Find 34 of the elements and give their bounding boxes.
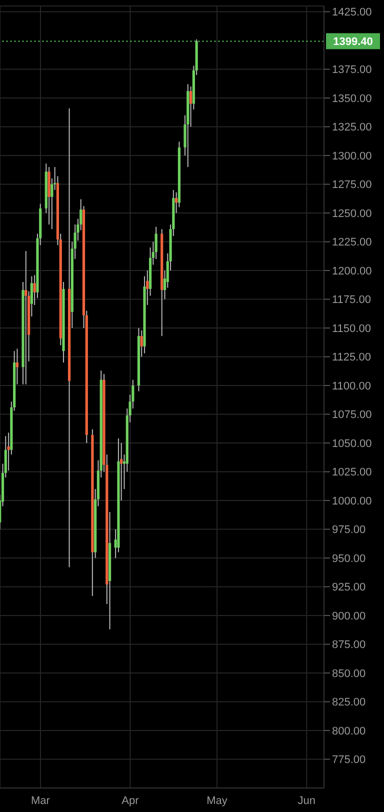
y-tick-label: 925.00 [332,582,366,594]
candlestick [24,250,28,385]
y-tick-label: 1325.00 [332,122,372,134]
y-tick-label: 1100.00 [332,380,371,392]
x-tick-label: Mar [31,794,50,807]
y-tick-label: 1375.00 [332,64,372,76]
y-tick-label: 1050.00 [332,438,372,450]
y-tick-label: 825.00 [332,696,366,709]
y-tick-label: 1425.00 [332,6,372,19]
y-tick-label: 1025.00 [332,466,372,479]
y-tick-label: 1350.00 [332,92,372,105]
y-tick-label: 950.00 [332,552,366,565]
y-tick-label: 1150.00 [332,322,371,335]
y-tick-label: 1275.00 [332,179,372,192]
candlestick [140,330,143,358]
y-tick-label: 975.00 [332,524,366,536]
y-tick-label: 1225.00 [332,236,372,249]
y-tick-label: 850.00 [332,668,366,680]
x-tick-label: May [206,794,228,807]
y-tick-label: 800.00 [332,725,366,738]
y-tick-label: 775.00 [332,754,366,766]
y-tick-label: 1175.00 [332,294,371,306]
x-tick-label: Apr [122,794,140,807]
y-tick-label: 875.00 [332,639,366,652]
candlestick [33,274,36,306]
y-tick-label: 1250.00 [332,208,372,220]
y-tick-label: 1075.00 [332,409,372,422]
y-tick-label: 1000.00 [332,495,372,508]
y-tick-label: 900.00 [332,610,366,622]
y-tick-label: 1200.00 [332,265,372,278]
y-tick-label: 1125.00 [332,352,371,364]
x-tick-label: Jun [298,794,316,807]
y-tick-label: 1300.00 [332,150,372,162]
ref-line-label: 1399.40 [333,36,373,48]
